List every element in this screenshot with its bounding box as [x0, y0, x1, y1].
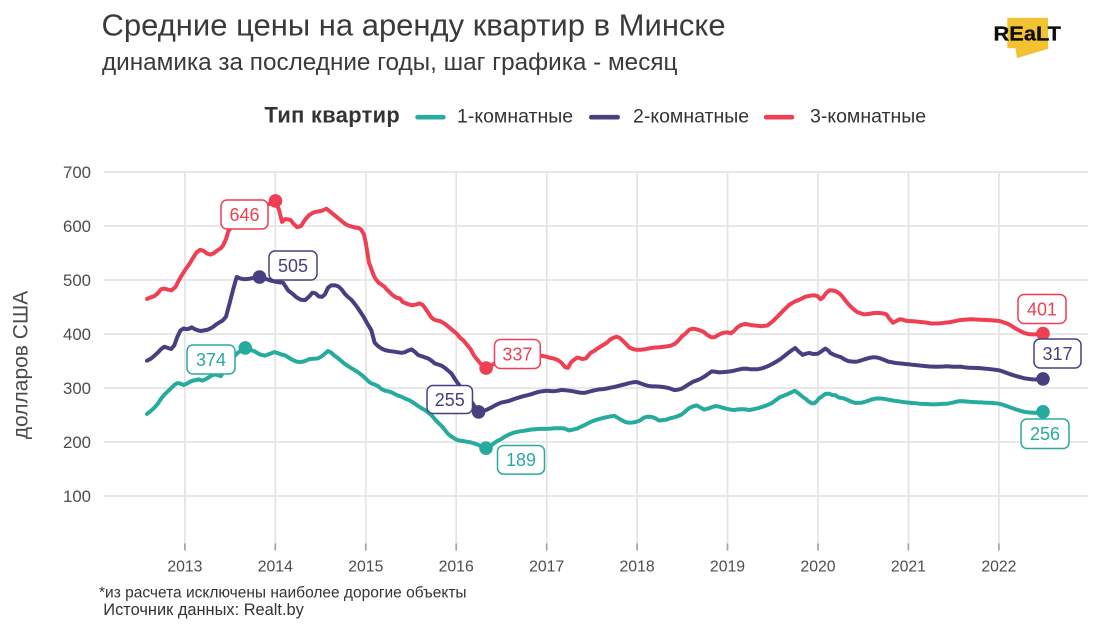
svg-text:1-комнатные: 1-комнатные: [457, 106, 573, 128]
svg-text:2016: 2016: [439, 558, 474, 575]
svg-text:2019: 2019: [710, 558, 745, 575]
svg-text:337: 337: [502, 344, 532, 364]
svg-text:300: 300: [63, 379, 91, 398]
svg-text:2014: 2014: [258, 558, 293, 575]
svg-text:255: 255: [435, 390, 465, 410]
svg-text:Источник данных: Realt.by: Источник данных: Realt.by: [103, 601, 304, 619]
svg-text:2020: 2020: [800, 558, 835, 575]
svg-text:200: 200: [63, 433, 91, 452]
svg-text:2-комнатные: 2-комнатные: [633, 106, 749, 128]
svg-text:505: 505: [278, 256, 308, 276]
svg-text:2015: 2015: [348, 558, 383, 575]
svg-text:600: 600: [63, 217, 91, 236]
svg-text:2013: 2013: [167, 558, 202, 575]
svg-text:401: 401: [1027, 299, 1057, 319]
svg-text:REaLT: REaLT: [994, 23, 1062, 45]
svg-text:Средние цены на аренду квартир: Средние цены на аренду квартир в Минске: [102, 8, 726, 43]
svg-text:100: 100: [63, 487, 91, 506]
svg-text:2018: 2018: [620, 558, 655, 575]
svg-text:*из расчета исключены наиболее: *из расчета исключены наиболее дорогие о…: [99, 585, 467, 602]
svg-text:3-комнатные: 3-комнатные: [810, 106, 926, 128]
svg-text:500: 500: [63, 271, 91, 290]
svg-text:646: 646: [229, 205, 259, 225]
svg-text:400: 400: [63, 325, 91, 344]
svg-text:2021: 2021: [891, 558, 926, 575]
svg-text:динамика за последние годы, ша: динамика за последние годы, шаг графика …: [102, 49, 677, 76]
svg-text:317: 317: [1042, 344, 1072, 364]
svg-text:2022: 2022: [981, 558, 1016, 575]
svg-text:374: 374: [196, 350, 226, 370]
svg-text:189: 189: [506, 450, 536, 470]
svg-text:2017: 2017: [529, 558, 564, 575]
svg-text:Тип квартир: Тип квартир: [265, 103, 401, 128]
svg-text:256: 256: [1030, 424, 1060, 444]
svg-text:700: 700: [63, 163, 91, 182]
svg-text:долларов США: долларов США: [10, 291, 33, 439]
